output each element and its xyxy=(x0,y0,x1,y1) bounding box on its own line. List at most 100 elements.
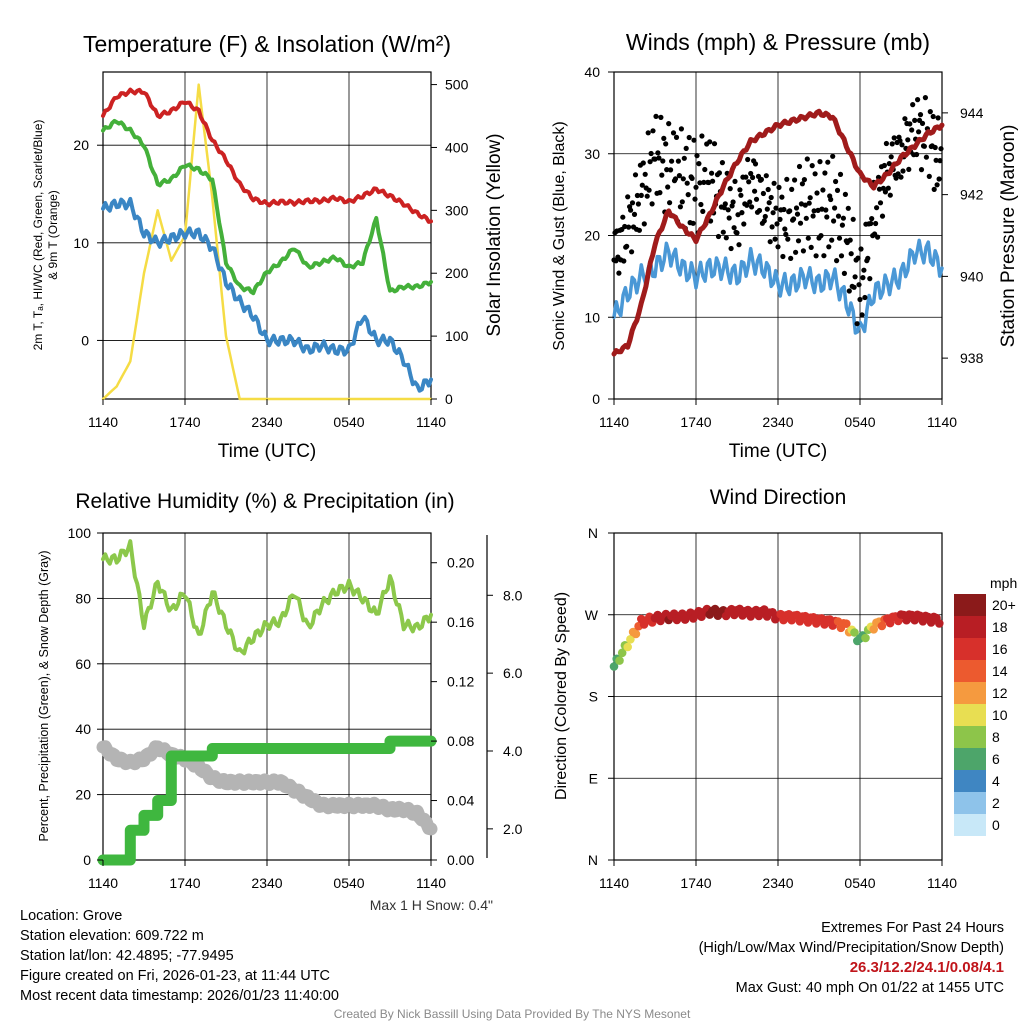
direction-grid xyxy=(614,533,942,860)
colorbar-swatch xyxy=(954,792,986,814)
winds-xtick-label: 1140 xyxy=(927,414,957,430)
colorbar-swatch xyxy=(954,638,986,660)
winds-gust-dot xyxy=(732,178,738,184)
humidity-line-precipitation xyxy=(97,735,437,866)
winds-gust-dot xyxy=(840,215,847,221)
winds-xtick-label: 1140 xyxy=(599,414,629,430)
winds-gust-dot xyxy=(626,224,632,230)
winds-gust-dot xyxy=(628,207,634,213)
humidity-precip-tick-label: 0.12 xyxy=(447,674,474,690)
winds-xlabel: Time (UTC) xyxy=(729,441,828,462)
winds-gust-dot xyxy=(622,223,628,230)
winds-xtick-label: 1740 xyxy=(680,414,711,430)
winds-gust-dot xyxy=(660,158,666,164)
winds-gust-dot xyxy=(876,186,883,192)
winds-gust-dot xyxy=(855,255,861,261)
winds-gust-dot xyxy=(676,173,683,179)
direction-point xyxy=(626,635,635,644)
winds-gust-dot xyxy=(640,160,646,166)
direction-xtick-label: 2340 xyxy=(762,875,793,891)
winds-gust-dot xyxy=(629,249,635,255)
temperature-title: Temperature (F) & Insolation (W/m²) xyxy=(83,31,451,57)
winds-gust-dot xyxy=(669,158,675,164)
winds-gust-dot xyxy=(931,186,937,192)
temperature-line-dewpoint xyxy=(101,118,433,296)
winds-gust-dot xyxy=(750,174,756,181)
winds-xtick-label: 2340 xyxy=(762,414,793,430)
station-elevation: Station elevation: 609.722 m xyxy=(20,928,204,944)
winds-gust-dot xyxy=(910,102,916,108)
winds-gust-dot xyxy=(620,214,626,220)
winds-ytick-label: 40 xyxy=(584,64,600,80)
direction-point xyxy=(935,619,944,628)
winds-gust-dot xyxy=(831,218,837,224)
humidity-precip-tick-label: 0.00 xyxy=(447,852,474,868)
direction-ytick-label: E xyxy=(589,770,598,786)
winds-gust-dot xyxy=(746,179,752,185)
winds-gust-dot xyxy=(874,205,880,211)
direction-title: Wind Direction xyxy=(710,486,847,509)
winds-gust-dot xyxy=(842,191,849,197)
winds-gust-dot xyxy=(797,220,804,226)
winds-gust-dot xyxy=(812,171,818,177)
extremes-values: 26.3/12.2/24.1/0.08/4.1 xyxy=(849,959,1004,976)
temperature-ylabel-left-2: & 9m T (Orange) xyxy=(46,190,60,280)
winds-gust-dot xyxy=(805,235,811,241)
winds-gust-dot xyxy=(716,170,723,176)
temperature-axes: 1140 1740 2340 0540 114001020010020030040050… xyxy=(73,77,468,430)
winds-gust-dot xyxy=(749,204,755,210)
colorbar-swatch xyxy=(954,682,986,704)
winds-gust-dot xyxy=(684,180,690,186)
winds-gust-dot xyxy=(775,244,781,250)
winds-gust-dot xyxy=(792,177,798,183)
winds-gust-dot xyxy=(707,139,713,145)
colorbar-swatch xyxy=(954,770,986,792)
colorbar-swatch xyxy=(954,748,986,770)
winds-gust-dot xyxy=(859,312,865,318)
humidity-line-rh xyxy=(101,539,433,656)
winds-gust-dot xyxy=(883,140,890,147)
winds-gust-dot xyxy=(764,206,770,212)
humidity-ytick-label: 40 xyxy=(75,721,91,737)
colorbar-title: mph xyxy=(990,575,1017,591)
winds-gust-dot xyxy=(672,176,679,182)
winds-ylabel-left: Sonic Wind & Gust (Blue, Black) xyxy=(551,121,568,350)
winds-gust-dot xyxy=(787,208,793,214)
winds-gust-dot xyxy=(699,133,705,139)
winds-gust-dot xyxy=(885,185,891,191)
winds-gust-dot xyxy=(696,161,702,167)
winds-gust-dot xyxy=(780,253,786,260)
winds-gust-dot xyxy=(793,249,799,255)
winds-gust-dot xyxy=(846,288,852,294)
winds-gust-dot xyxy=(702,166,708,173)
winds-gust-dot xyxy=(694,153,700,159)
direction-panel: Wind Direction 1140 1740 2340 0540 1140NESWN… xyxy=(553,486,1017,891)
winds-gust-dot xyxy=(877,200,884,206)
winds-gust-dot xyxy=(664,167,670,173)
winds-gust-dot xyxy=(756,207,763,214)
winds-gust-dot xyxy=(891,135,897,141)
winds-gust-dot xyxy=(819,206,825,212)
figure-created: Figure created on Fri, 2026-01-23, at 11… xyxy=(20,968,331,984)
winds-gust-dot xyxy=(937,158,943,164)
winds-gust-dot xyxy=(763,173,769,179)
winds-ytick-label: 10 xyxy=(584,309,600,325)
winds-series xyxy=(611,95,945,357)
winds-gust-dot xyxy=(909,127,915,133)
winds-gust-dot xyxy=(752,161,759,167)
winds-gust-dot xyxy=(851,284,857,290)
winds-gust-dot xyxy=(685,192,691,198)
humidity-xtick-label: 1740 xyxy=(169,875,200,891)
winds-gust-dot xyxy=(834,258,840,264)
winds-gust-dot xyxy=(616,270,622,276)
winds-gust-dot xyxy=(788,255,794,261)
winds-gust-dot xyxy=(852,274,858,280)
colorbar-label: 14 xyxy=(992,663,1008,679)
winds-gust-dot xyxy=(922,95,929,101)
winds-gust-dot xyxy=(741,221,747,227)
winds-gust-dot xyxy=(789,186,795,192)
winds-gust-dot xyxy=(776,184,782,190)
winds-gust-dot xyxy=(624,243,630,249)
winds-gust-dot xyxy=(645,130,651,136)
winds-gust-dot xyxy=(914,151,920,158)
